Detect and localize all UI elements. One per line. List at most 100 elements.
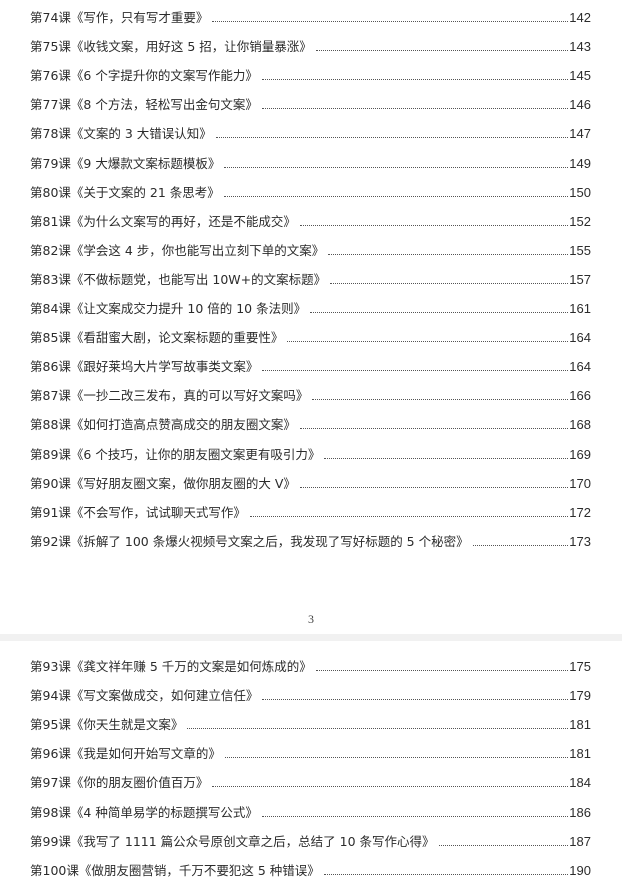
toc-entry[interactable]: 第88课《如何打造高点赞高成交的朋友圈文案》 168 [30, 413, 591, 433]
dot-leader [323, 873, 569, 875]
toc-entry[interactable]: 第79课《9 大爆款文案标题模板》 149 [30, 152, 591, 172]
dot-leader [212, 786, 569, 788]
toc-entry-title: 第94课《写文案做成交，如何建立信任》 [30, 688, 259, 704]
dot-leader [315, 670, 569, 671]
toc-entry-title: 第82课《学会这 4 步，你也能写出立刻下单的文案》 [30, 242, 325, 258]
toc-entry-title: 第85课《看甜蜜大剧，论文案标题的重要性》 [30, 330, 284, 346]
toc-entry[interactable]: 第94课《写文案做成交，如何建立信任》 179 [30, 684, 591, 704]
toc-entry-title: 第84课《让文案成交力提升 10 倍的 10 条法则》 [30, 301, 307, 316]
toc-entry-page: 169 [569, 446, 591, 462]
dot-leader [299, 224, 569, 226]
toc-entry-page: 187 [569, 833, 591, 849]
toc-entry-page: 170 [569, 475, 591, 491]
toc-entry-title: 第76课《6 个字提升你的文案写作能力》 [30, 68, 258, 84]
toc-entry-title: 第89课《6 个技巧，让你的朋友圈文案更有吸引力》 [30, 446, 321, 462]
toc-entry-page: 181 [569, 717, 591, 733]
dot-leader [438, 844, 569, 846]
toc-entry-title: 第74课《写作，只有写才重要》 [30, 10, 209, 25]
toc-entry[interactable]: 第93课《龚文祥年赚 5 千万的文案是如何炼成的》 175 [30, 655, 591, 675]
dot-leader [328, 253, 569, 255]
toc-entry[interactable]: 第80课《关于文案的 21 条思考》 150 [30, 181, 591, 201]
page-number: 3 [308, 612, 314, 626]
toc-page-2: 第93课《龚文祥年赚 5 千万的文案是如何炼成的》 175 第94课《写文案做成交，… [0, 641, 622, 888]
dot-leader [299, 428, 569, 430]
toc-entry[interactable]: 第90课《写好朋友圈文案，做你朋友圈的大 V》 170 [30, 472, 591, 492]
dot-leader [215, 137, 569, 139]
toc-entry-page: 143 [569, 39, 591, 55]
dot-leader [261, 108, 569, 110]
toc-entry-page: 181 [569, 746, 591, 762]
dot-leader [287, 341, 569, 343]
toc-entry-title: 第88课《如何打造高点赞高成交的朋友圈文案》 [30, 417, 296, 433]
toc-entry-title: 第92课《拆解了 100 条爆火视频号文案之后，我发现了写好标题的 5 个秘密》 [30, 533, 469, 549]
toc-entry-title: 第93课《龚文祥年赚 5 千万的文案是如何炼成的》 [30, 659, 312, 674]
toc-entry-page: 147 [569, 126, 591, 142]
toc-entry[interactable]: 第78课《文案的 3 大错误认知》 147 [30, 122, 591, 142]
toc-entry-title: 第90课《写好朋友圈文案，做你朋友圈的大 V》 [30, 475, 296, 491]
toc-entry-title: 第78课《文案的 3 大错误认知》 [30, 126, 212, 142]
dot-leader [262, 699, 569, 701]
toc-entry[interactable]: 第99课《我写了 1111 篇公众号原创文章之后，总结了 10 条写作心得》 18… [30, 830, 591, 850]
toc-entry[interactable]: 第96课《我是如何开始写文章的》 181 [30, 742, 591, 762]
dot-leader [324, 457, 569, 459]
toc-entry-page: 168 [569, 417, 591, 433]
dot-leader [299, 486, 569, 488]
dot-leader [310, 312, 569, 313]
toc-entry-page: 172 [569, 504, 591, 520]
toc-entry-page: 161 [569, 301, 591, 316]
toc-entry[interactable]: 第77课《8 个方法，轻松写出金句文案》 146 [30, 93, 591, 113]
dot-leader [224, 166, 569, 168]
dot-leader [262, 370, 569, 372]
toc-entry-title: 第97课《你的朋友圈价值百万》 [30, 775, 209, 791]
toc-entry[interactable]: 第75课《收钱文案，用好这 5 招，让你销量暴涨》 143 [30, 35, 591, 55]
toc-entry-page: 175 [569, 659, 591, 674]
toc-entry[interactable]: 第95课《你天生就是文案》 181 [30, 713, 591, 733]
dot-leader [315, 50, 569, 52]
dot-leader [312, 399, 569, 401]
toc-entry[interactable]: 第84课《让文案成交力提升 10 倍的 10 条法则》 161 [30, 297, 591, 317]
toc-entry[interactable]: 第86课《跟好莱坞大片学写故事类文案》 164 [30, 355, 591, 375]
toc-entry-page: 166 [569, 388, 591, 404]
toc-entry-page: 152 [569, 213, 591, 229]
toc-entry[interactable]: 第92课《拆解了 100 条爆火视频号文案之后，我发现了写好标题的 5 个秘密》… [30, 530, 591, 550]
toc-entry-title: 第96课《我是如何开始写文章的》 [30, 746, 221, 762]
toc-entry-page: 186 [569, 804, 591, 820]
toc-entry[interactable]: 第97课《你的朋友圈价值百万》 184 [30, 771, 591, 791]
toc-entry-page: 146 [569, 97, 591, 113]
toc-entry[interactable]: 第76课《6 个字提升你的文案写作能力》 145 [30, 64, 591, 84]
toc-entry-title: 第81课《为什么文案写的再好，还是不能成交》 [30, 213, 296, 229]
toc-page-1: 第74课《写作，只有写才重要》 142 第75课《收钱文案，用好这 5 招，让你销量… [30, 6, 591, 626]
toc-entry-title: 第83课《不做标题党，也能写出 10W+的文案标题》 [30, 271, 327, 287]
toc-entry-page: 155 [569, 242, 591, 258]
toc-entry[interactable]: 第85课《看甜蜜大剧，论文案标题的重要性》 164 [30, 326, 591, 346]
toc-entry[interactable]: 第82课《学会这 4 步，你也能写出立刻下单的文案》 155 [30, 239, 591, 259]
toc-entry[interactable]: 第87课《一抄二改三发布，真的可以写好文案吗》 166 [30, 384, 591, 404]
toc-entry[interactable]: 第74课《写作，只有写才重要》 142 [30, 6, 591, 26]
dot-leader [330, 282, 569, 284]
toc-entry-page: 149 [569, 155, 591, 171]
toc-entry[interactable]: 第83课《不做标题党，也能写出 10W+的文案标题》 157 [30, 268, 591, 288]
toc-entry-page: 184 [569, 775, 591, 791]
toc-entry-title: 第77课《8 个方法，轻松写出金句文案》 [30, 97, 258, 113]
toc-entry-title: 第80课《关于文案的 21 条思考》 [30, 184, 220, 200]
toc-entry[interactable]: 第91课《不会写作，试试聊天式写作》 172 [30, 501, 591, 521]
dot-leader [261, 79, 569, 81]
toc-entry-page: 142 [569, 10, 591, 25]
dot-leader [224, 757, 569, 759]
toc-entry[interactable]: 第98课《4 种简单易学的标题撰写公式》 186 [30, 801, 591, 821]
toc-entry-page: 179 [569, 688, 591, 704]
page-break-divider [0, 634, 622, 641]
toc-entry[interactable]: 第89课《6 个技巧，让你的朋友圈文案更有吸引力》 169 [30, 443, 591, 463]
toc-entry-title: 第87课《一抄二改三发布，真的可以写好文案吗》 [30, 388, 309, 404]
toc-entry-title: 第99课《我写了 1111 篇公众号原创文章之后，总结了 10 条写作心得》 [30, 833, 435, 849]
toc-entry-page: 145 [569, 68, 591, 84]
dot-leader [249, 515, 569, 517]
toc-entry-page: 164 [569, 330, 591, 346]
toc-entry-title: 第98课《4 种简单易学的标题撰写公式》 [30, 804, 258, 820]
toc-entry[interactable]: 第100课《做朋友圈营销，千万不要犯这 5 种错误》 190 [30, 859, 591, 879]
toc-entry-page: 164 [569, 359, 591, 375]
dot-leader [212, 21, 569, 22]
toc-entry[interactable]: 第81课《为什么文案写的再好，还是不能成交》 152 [30, 210, 591, 230]
toc-entry-page: 157 [569, 271, 591, 287]
toc-entry-title: 第100课《做朋友圈营销，千万不要犯这 5 种错误》 [30, 862, 320, 878]
